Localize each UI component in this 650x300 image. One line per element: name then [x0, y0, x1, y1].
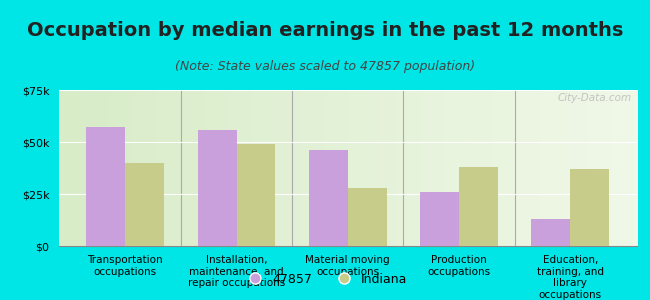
Bar	[237, 144, 276, 246]
Legend: 47857, Indiana: 47857, Indiana	[237, 268, 413, 291]
Bar	[459, 167, 498, 246]
Text: (Note: State values scaled to 47857 population): (Note: State values scaled to 47857 popu…	[175, 60, 475, 73]
Text: City-Data.com: City-Data.com	[557, 93, 631, 103]
Bar	[531, 219, 570, 246]
Bar	[570, 169, 609, 246]
Bar	[86, 128, 125, 246]
Bar	[309, 150, 348, 246]
Bar	[198, 130, 237, 246]
Bar	[348, 188, 387, 246]
Bar	[125, 163, 164, 246]
Bar	[420, 192, 459, 246]
Text: Occupation by median earnings in the past 12 months: Occupation by median earnings in the pas…	[27, 21, 623, 40]
